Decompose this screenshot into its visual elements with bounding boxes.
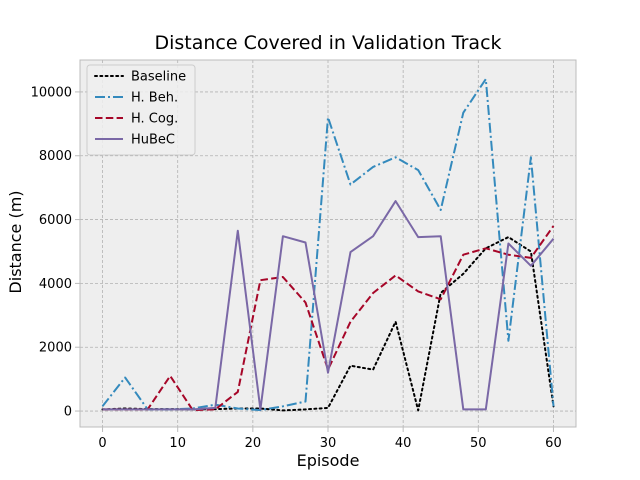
x-tick-label: 10 — [169, 436, 186, 451]
grid-lines — [80, 60, 576, 427]
y-tick-label: 10000 — [31, 85, 72, 100]
x-tick-label: 0 — [98, 436, 106, 451]
y-tick-label: 6000 — [39, 213, 72, 228]
x-tick-label: 20 — [245, 436, 262, 451]
legend: Baseline H. Beh. H. Cog. HuBeC — [86, 64, 196, 156]
series-line-hubec — [102, 200, 555, 411]
x-axis-ticks: 0 10 20 30 40 50 60 — [98, 427, 562, 451]
y-tick-label: 8000 — [39, 149, 72, 164]
legend-label: Baseline — [131, 70, 186, 85]
legend-label: H. Cog. — [131, 112, 178, 127]
series-layer — [101, 78, 555, 412]
x-axis-label: Episode — [297, 451, 360, 470]
y-tick-label: 2000 — [39, 341, 72, 356]
y-tick-label: 4000 — [39, 277, 72, 292]
y-axis-ticks: 0 2000 4000 6000 8000 10000 — [31, 85, 80, 420]
chart-title: Distance Covered in Validation Track — [154, 32, 501, 54]
legend-box — [86, 64, 196, 156]
y-axis-label: Distance (m) — [6, 190, 25, 293]
x-tick-label: 30 — [320, 436, 337, 451]
series-line-h-beh — [101, 78, 555, 412]
legend-label: HuBeC — [131, 133, 175, 148]
x-tick-label: 60 — [545, 436, 562, 451]
series-line-h-cog — [102, 225, 555, 412]
y-tick-label: 0 — [64, 405, 72, 420]
x-tick-label: 40 — [395, 436, 412, 451]
x-tick-label: 50 — [470, 436, 487, 451]
legend-label: H. Beh. — [131, 91, 178, 106]
